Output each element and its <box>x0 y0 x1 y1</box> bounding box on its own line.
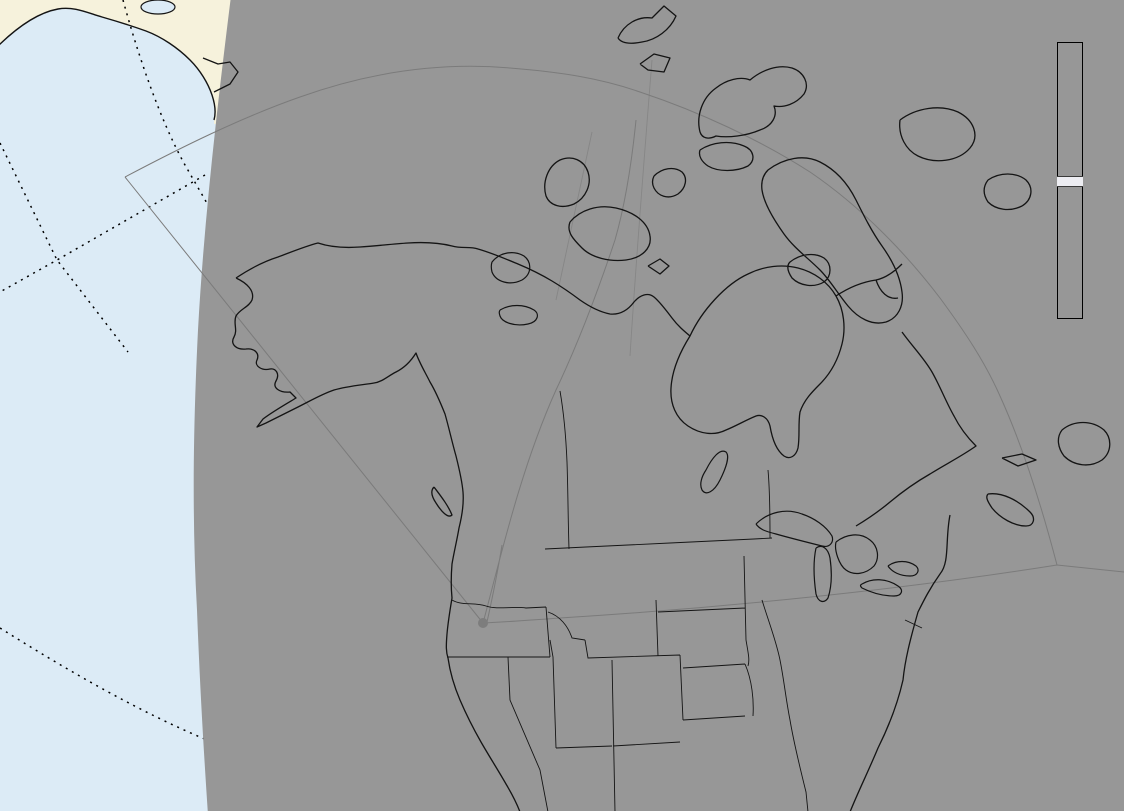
solid-graticule <box>555 59 653 357</box>
velocity-colorbar <box>1057 42 1083 319</box>
night-shading <box>193 0 1124 811</box>
day-coastline <box>0 7 216 121</box>
political-borders <box>447 390 923 811</box>
radar-fov-outline <box>124 65 1124 624</box>
coastal-lagoon <box>140 0 176 15</box>
velocity-zero-band <box>1057 176 1083 187</box>
coastlines <box>202 5 1111 811</box>
day-landmass <box>0 0 232 124</box>
lakes <box>490 252 919 603</box>
radar-site-dot <box>478 618 488 628</box>
